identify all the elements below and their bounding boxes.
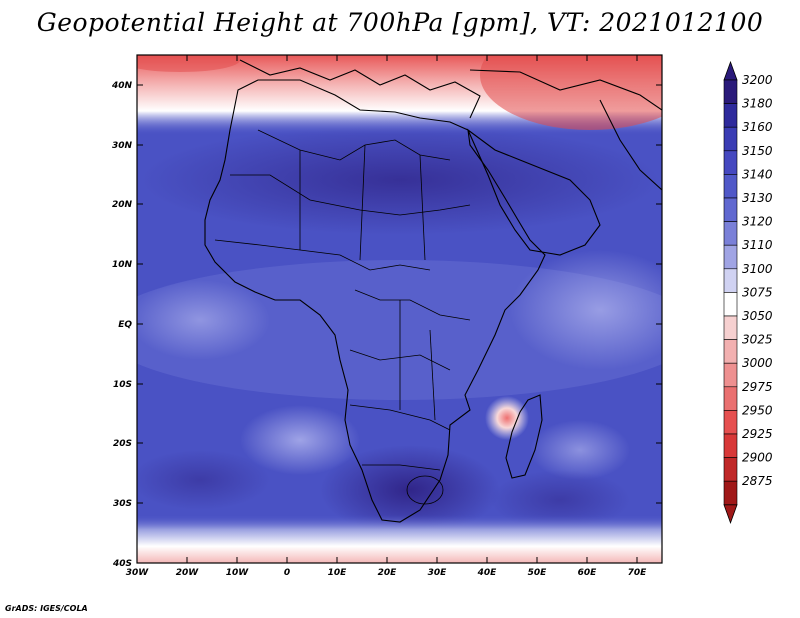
colorbar-swatch xyxy=(723,480,738,506)
colorbar-label: 3025 xyxy=(742,333,773,347)
colorbar-swatch xyxy=(723,315,738,340)
colorbar-label: 3160 xyxy=(742,120,773,134)
lon-label: 20E xyxy=(378,568,398,578)
colorbar: 3200 3180 3160 3150 3140 3130 3120 3110 3100 3075… xyxy=(723,60,773,524)
colorbar-label: 3050 xyxy=(742,309,773,323)
lat-label: 20S xyxy=(113,439,132,449)
colorbar-label: 2975 xyxy=(742,380,773,394)
lon-label: 20W xyxy=(176,568,200,578)
colorbar-label: 3100 xyxy=(742,262,773,276)
colorbar-swatch xyxy=(723,268,738,293)
colorbar-swatch xyxy=(723,244,738,270)
colorbar-label: 2950 xyxy=(742,403,773,417)
longitude-labels: 30W 20W 10W 0 10E 20E 30E 40E 50E 60E 70… xyxy=(126,568,647,578)
colorbar-label: 3200 xyxy=(742,73,773,87)
colorbar-label: 3000 xyxy=(742,356,773,370)
colorbar-swatch xyxy=(723,410,738,435)
lon-label: 40E xyxy=(477,568,498,578)
colorbar-swatch xyxy=(723,457,738,482)
lon-label: 10W xyxy=(226,568,250,578)
grads-credit: GrADS: IGES/COLA xyxy=(5,604,88,613)
colorbar-bottom-arrow xyxy=(723,504,738,524)
lat-label: 30S xyxy=(113,499,132,509)
colorbar-label: 2875 xyxy=(742,474,773,488)
colorbar-swatch xyxy=(723,126,738,152)
colorbar-swatch xyxy=(723,150,738,175)
colorbar-swatch xyxy=(723,174,738,199)
colorbar-label: 3075 xyxy=(742,285,773,299)
lon-label: 30W xyxy=(126,568,150,578)
height-field xyxy=(137,55,662,563)
axis-ticks xyxy=(137,55,662,563)
lat-label: 10N xyxy=(112,260,133,270)
colorbar-swatch xyxy=(723,79,738,104)
colorbar-swatch xyxy=(723,292,738,317)
colorbar-swatch xyxy=(723,339,738,364)
colorbar-top-arrow xyxy=(723,60,738,81)
lon-label: 50E xyxy=(528,568,548,578)
colorbar-label: 3110 xyxy=(742,238,773,252)
colorbar-label: 3140 xyxy=(742,167,773,181)
lat-label: 20N xyxy=(112,200,133,210)
country-borders xyxy=(214,129,471,505)
lon-label: 60E xyxy=(578,568,598,578)
lon-label: 0 xyxy=(284,568,290,578)
colorbar-swatch xyxy=(723,386,738,411)
colorbar-label: 3120 xyxy=(742,215,773,229)
coastlines xyxy=(204,59,662,523)
colorbar-label: 3150 xyxy=(742,144,773,158)
lat-label: 10S xyxy=(113,380,132,390)
colorbar-swatch xyxy=(723,433,738,458)
lon-label: 10E xyxy=(328,568,348,578)
lat-label: EQ xyxy=(118,320,132,330)
colorbar-swatch xyxy=(723,362,738,388)
colorbar-label: 2925 xyxy=(742,427,773,441)
lat-label: 40N xyxy=(111,81,133,91)
map-title: Geopotential Height at 700hPa [gpm], VT:… xyxy=(36,8,764,37)
latitude-labels: 40N 30N 20N 10N EQ 10S 20S 30S 40S xyxy=(111,81,133,569)
plot-frame xyxy=(136,54,663,564)
lat-label: 40S xyxy=(112,559,132,569)
lat-label: 30N xyxy=(112,141,133,151)
colorbar-swatch xyxy=(723,103,738,128)
colorbar-swatch xyxy=(723,197,738,222)
lon-label: 70E xyxy=(628,568,648,578)
colorbar-swatch xyxy=(723,221,738,246)
colorbar-label: 3180 xyxy=(742,97,773,111)
colorbar-label: 2900 xyxy=(742,451,773,465)
colorbar-label: 3130 xyxy=(742,191,773,205)
lon-label: 30E xyxy=(428,568,448,578)
